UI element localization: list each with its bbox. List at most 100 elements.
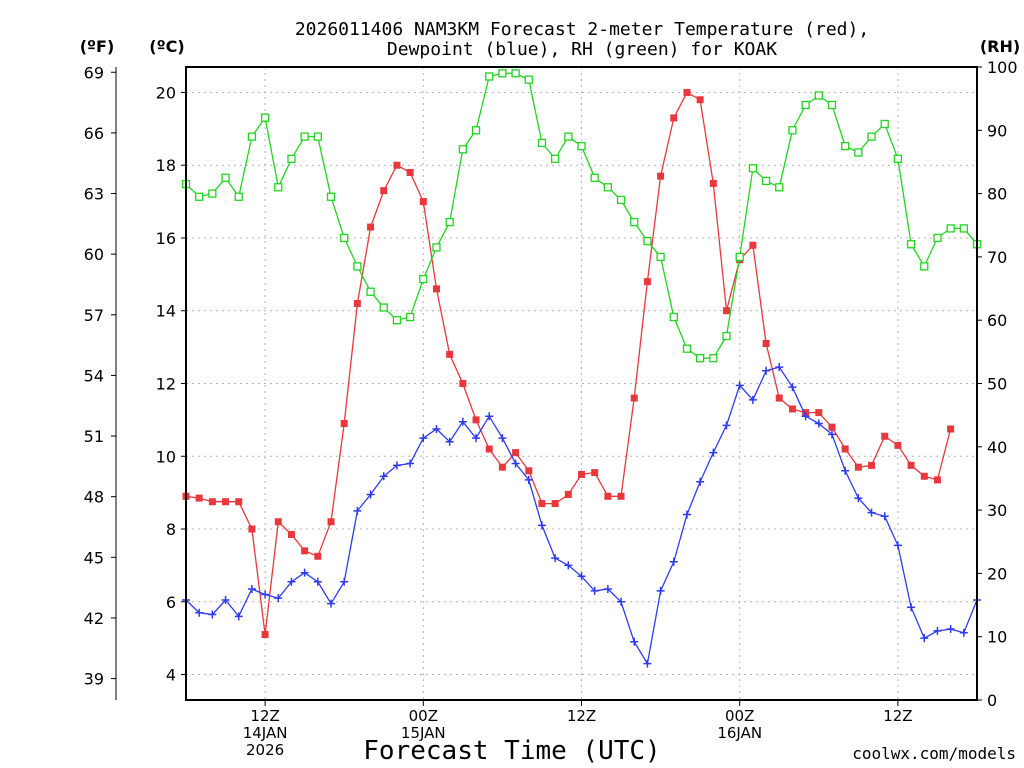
rh-point — [603, 183, 613, 192]
dewpoint-point — [669, 557, 678, 566]
dewpoint-point — [603, 585, 612, 594]
rh-tick-label: 30 — [987, 501, 1007, 520]
dewpoint-point — [762, 366, 771, 375]
dewpoint-point — [946, 625, 955, 634]
dewpoint-point — [261, 590, 270, 599]
rh-point — [748, 164, 758, 173]
rh-point — [511, 69, 520, 78]
dewpoint-point — [551, 554, 560, 563]
dewpoint-point — [300, 568, 309, 577]
rh-point — [735, 252, 744, 262]
dewpoint-point — [933, 626, 942, 635]
temperature-point — [525, 467, 533, 475]
rh-point — [405, 312, 415, 322]
temperature-point — [775, 394, 783, 402]
rh-point — [287, 154, 296, 163]
rh-point — [630, 217, 639, 227]
rh-point — [300, 132, 309, 141]
rh-point — [656, 252, 665, 262]
plot-frame — [185, 66, 978, 701]
rh-point — [933, 233, 942, 243]
rh-point — [340, 233, 349, 243]
rh-point — [577, 141, 586, 151]
dewpoint-point — [788, 383, 797, 392]
temperature-point — [248, 525, 256, 533]
dewpoint-point — [327, 599, 336, 608]
celsius-tick-label: 8 — [166, 520, 176, 539]
temperature-point — [301, 547, 309, 555]
rh-point — [195, 192, 204, 201]
dewpoint-point — [814, 419, 823, 428]
temperature-point — [432, 285, 440, 293]
temperature-point — [854, 463, 862, 471]
dewpoint-point — [458, 417, 467, 426]
dewpoint-point — [511, 459, 520, 468]
time-tick-label: 15JAN — [401, 724, 446, 742]
temperature-point — [367, 223, 375, 231]
rh-point — [709, 354, 718, 363]
dewpoint-point — [340, 577, 349, 586]
dewpoint-point — [195, 608, 204, 617]
rh-point — [841, 141, 850, 151]
rh-point — [775, 183, 784, 192]
fahrenheit-tick-label: 42 — [84, 609, 104, 628]
rh-tick-label: 0 — [987, 691, 997, 710]
dewpoint-point — [247, 585, 256, 594]
rh-tick-label: 80 — [987, 185, 1007, 204]
chart-title-line-2: Dewpoint (blue), RH (green) for KOAK — [387, 39, 777, 60]
rh-point — [471, 126, 481, 135]
temperature-point — [459, 380, 467, 387]
fahrenheit-axis-label: (ºF) — [80, 37, 115, 56]
temperature-point — [933, 476, 941, 484]
celsius-axis-label: (ºC) — [149, 37, 184, 56]
dewpoint-point — [445, 437, 454, 446]
dewpoint-point — [472, 434, 481, 443]
temperature-point — [657, 172, 665, 180]
temperature-point — [920, 472, 928, 480]
rh-tick-label: 60 — [987, 311, 1007, 330]
dewpoint-point — [406, 459, 415, 468]
temperature-point — [947, 425, 955, 433]
fahrenheit-tick-label: 69 — [84, 63, 104, 82]
temperature-point — [564, 490, 572, 498]
time-tick-label: 12Z — [567, 707, 596, 725]
dewpoint-point — [748, 395, 757, 404]
rh-point — [801, 100, 810, 110]
time-tick-label: 16JAN — [717, 724, 762, 742]
celsius-tick-label: 18 — [156, 156, 176, 175]
dewpoint-point — [709, 448, 718, 457]
temperature-point — [353, 299, 361, 307]
temperature-point — [472, 416, 480, 424]
dewpoint-point — [841, 466, 850, 475]
fahrenheit-tick-label: 60 — [84, 245, 104, 264]
chart-title-line-1: 2026011406 NAM3KM Forecast 2-meter Tempe… — [295, 19, 869, 40]
rh-point — [419, 274, 428, 284]
temperature-point — [274, 518, 282, 526]
temperature-point — [881, 432, 889, 440]
celsius-tick-label: 16 — [156, 229, 176, 248]
rh-tick-label: 20 — [987, 564, 1007, 583]
celsius-tick-label: 14 — [156, 302, 176, 321]
temperature-point — [498, 463, 506, 471]
dewpoint-point — [959, 628, 968, 637]
rh-point — [208, 189, 217, 198]
temperature-point — [195, 494, 203, 502]
dewpoint-point — [498, 434, 507, 443]
rh-series — [181, 69, 982, 363]
temperature-point — [393, 161, 401, 169]
temperature-point — [578, 470, 585, 478]
dewpoint-point — [313, 577, 322, 586]
temperature-point — [841, 445, 849, 453]
time-tick-label: 2026 — [246, 741, 284, 759]
temperature-point — [446, 350, 454, 358]
series-layer — [181, 69, 982, 668]
rh-point — [260, 113, 270, 122]
temperature-point — [868, 461, 876, 469]
rh-point — [906, 240, 916, 249]
fahrenheit-tick-label: 45 — [84, 548, 104, 567]
temperature-point — [208, 498, 216, 506]
celsius-tick-label: 12 — [156, 375, 176, 394]
fahrenheit-axis: 69 66 63 60 57 54 51 48 45 42 39 — [84, 63, 117, 700]
temperature-point — [815, 409, 823, 417]
